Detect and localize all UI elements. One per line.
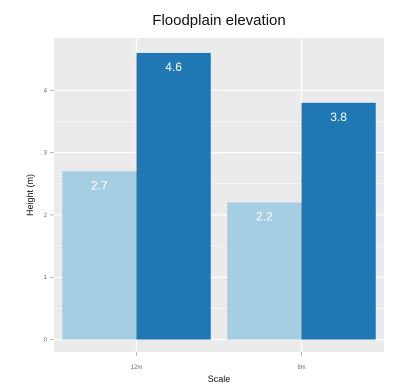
- x-tick-label: 8m: [297, 365, 305, 371]
- chart-title: Floodplain elevation: [152, 12, 285, 29]
- y-tick-label: 1: [44, 275, 48, 281]
- x-axis-ticks: 12m 8m: [131, 352, 306, 371]
- bar: [227, 202, 302, 340]
- y-tick-label: 4: [44, 88, 48, 94]
- bar-value-label: 4.6: [165, 60, 182, 74]
- bar-value-label: 3.8: [330, 110, 347, 124]
- bar: [62, 171, 137, 340]
- bar: [136, 52, 211, 340]
- x-tick-label: 12m: [131, 365, 143, 371]
- bar-value-label: 2.2: [256, 209, 273, 223]
- bars: 2.7 4.6 2.2 3.8: [62, 52, 376, 340]
- bar: [301, 102, 376, 340]
- y-tick-label: 0: [44, 338, 48, 344]
- bar-value-label: 2.7: [91, 178, 108, 192]
- x-axis-title: Scale: [208, 374, 231, 384]
- y-axis-title: Height (m): [25, 174, 35, 216]
- y-tick-label: 2: [44, 213, 48, 219]
- y-axis-ticks: 0 1 2 3 4: [44, 88, 54, 344]
- y-tick-label: 3: [44, 151, 48, 157]
